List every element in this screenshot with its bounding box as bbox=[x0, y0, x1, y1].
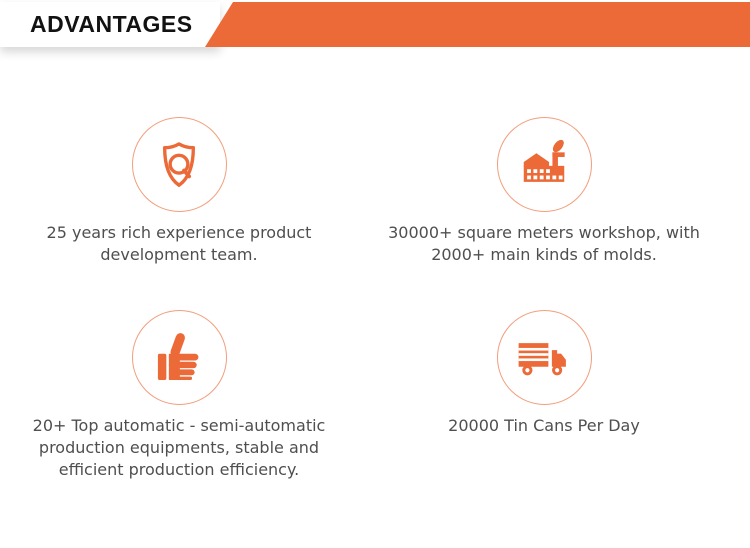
advantage-card-capacity: 20000 Tin Cans Per Day bbox=[358, 310, 730, 481]
advantage-icon-circle bbox=[131, 117, 227, 212]
factory-icon bbox=[523, 139, 565, 182]
advantage-text: 25 years rich experience product develop… bbox=[46, 223, 312, 264]
advantage-text: 20+ Top automatic - semi-automatic produ… bbox=[32, 416, 326, 479]
delivery-truck-icon bbox=[518, 342, 566, 375]
quality-shield-icon bbox=[162, 141, 196, 187]
advantage-card-workshop: 30000+ square meters workshop, with 2000… bbox=[358, 117, 730, 266]
header-accent-bar bbox=[205, 2, 750, 47]
section-title: ADVANTAGES bbox=[30, 11, 193, 37]
advantage-card-experience: 25 years rich experience product develop… bbox=[0, 117, 358, 266]
advantage-icon-circle bbox=[496, 310, 592, 405]
advantage-icon-circle bbox=[496, 117, 592, 212]
advantage-icon-circle bbox=[131, 310, 227, 405]
advantages-grid: 25 years rich experience product develop… bbox=[0, 47, 730, 481]
section-header: ADVANTAGES bbox=[0, 0, 750, 47]
advantage-text: 20000 Tin Cans Per Day bbox=[448, 416, 640, 435]
advantage-text: 30000+ square meters workshop, with 2000… bbox=[388, 223, 700, 264]
advantage-card-equipment: 20+ Top automatic - semi-automatic produ… bbox=[0, 310, 358, 481]
header-label-box: ADVANTAGES bbox=[0, 2, 220, 47]
thumbs-up-icon bbox=[157, 332, 199, 380]
